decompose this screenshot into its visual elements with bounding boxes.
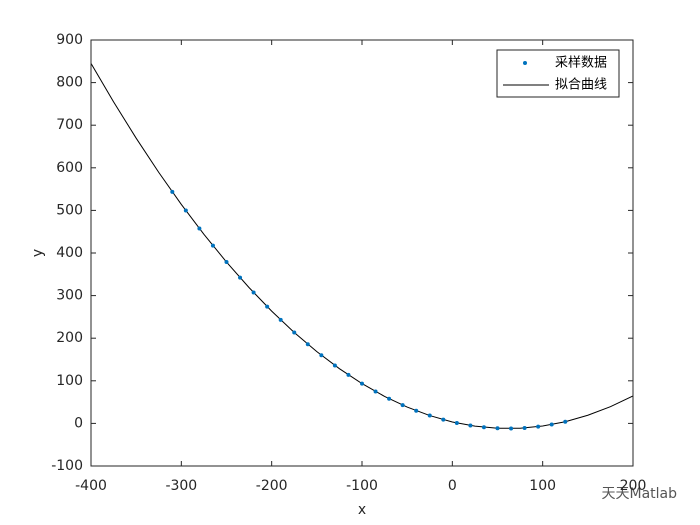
data-point [305,342,310,347]
y-tick-label: 900 [56,32,83,48]
data-point [414,408,419,413]
x-axis-label: x [358,502,366,518]
y-tick-label: 200 [56,330,83,346]
x-tick-label: -100 [346,478,378,494]
y-tick-label: 0 [74,415,83,431]
data-point [170,189,175,194]
y-tick-label: 500 [56,202,83,218]
x-tick-label: 200 [620,478,647,494]
data-point [292,330,297,335]
axes-box [90,39,634,467]
y-tick-label: 300 [56,288,83,304]
data-point [563,419,568,424]
data-point [346,372,351,377]
y-tick-label: 700 [56,117,83,133]
fit-line [91,63,633,429]
data-point [319,353,324,358]
data-point [278,317,283,322]
data-point [183,208,188,213]
y-tick-label: -100 [51,458,83,474]
y-tick-label: 600 [56,160,83,176]
data-point [400,403,405,408]
data-point [373,389,378,394]
legend-label: 采样数据 [555,56,607,71]
data-point [468,423,473,428]
data-point [224,260,229,265]
data-point [495,426,500,431]
data-point [197,226,202,231]
data-point [332,363,337,368]
watermark: 天天Matlab [601,486,677,502]
data-point [265,304,270,309]
y-tick-label: 400 [56,245,83,261]
legend-box [496,49,620,98]
y-tick-label: 100 [56,373,83,389]
data-point [210,243,215,248]
data-point [387,396,392,401]
data-point [509,426,514,431]
x-tick-label: -400 [75,478,107,494]
legend-marker [523,61,527,65]
data-point [360,381,364,386]
data-point [549,422,554,427]
x-tick-label: 100 [529,478,556,494]
data-point [427,413,432,418]
legend-label: 拟合曲线 [555,78,607,93]
data-point [536,424,541,429]
data-point [441,417,446,422]
x-tick-label: -300 [165,478,197,494]
data-point [238,275,243,280]
data-point [454,420,459,425]
y-axis-label: y [30,249,46,257]
y-tick-label: 800 [56,75,83,91]
data-point [251,290,256,295]
x-tick-label: 0 [448,478,457,494]
x-tick-label: -200 [256,478,288,494]
data-point [481,425,486,430]
data-point [522,425,527,430]
